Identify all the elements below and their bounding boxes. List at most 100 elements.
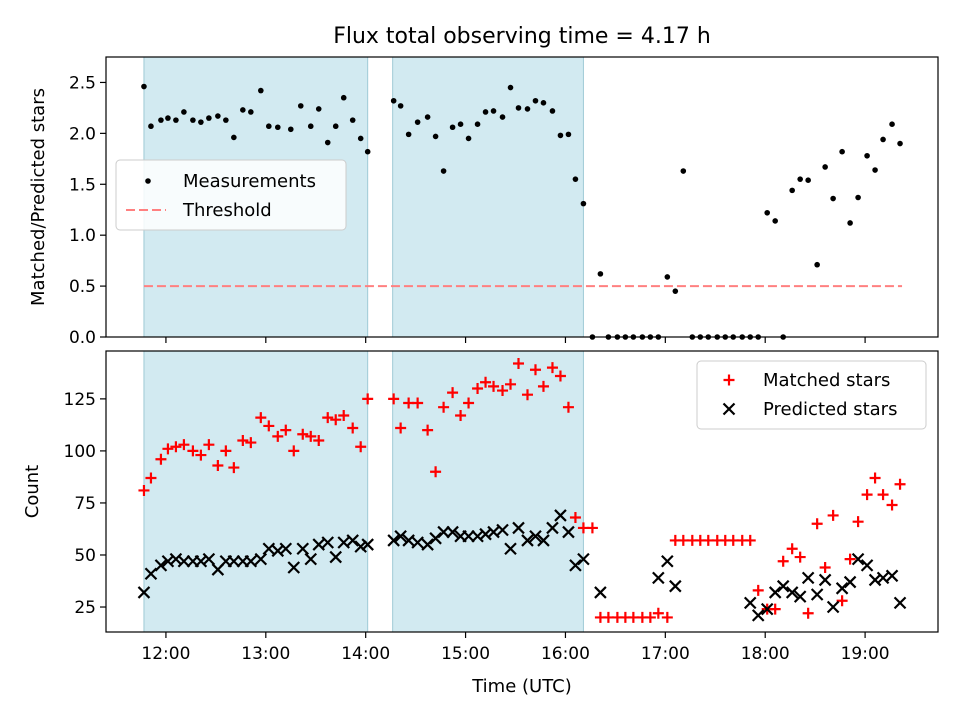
matched-star-point: [505, 378, 517, 390]
measurement-point: [266, 123, 272, 130]
predicted-star-point: [876, 571, 890, 585]
measurement-point: [830, 195, 836, 202]
matched-star-point: [170, 441, 182, 453]
matched-star-point: [263, 420, 275, 432]
matched-star-point: [455, 410, 467, 422]
predicted-star-point: [562, 525, 575, 539]
measurement-point: [474, 121, 481, 127]
bottom-plot-frame: [105, 350, 939, 633]
matched-star-point: [562, 401, 574, 413]
measurement-point: [565, 131, 572, 138]
measurement-point: [340, 94, 347, 101]
measurement-point: [432, 133, 439, 140]
matched-star-point: [228, 462, 240, 474]
measurement-point: [549, 108, 556, 114]
predicted-star-point: [661, 554, 674, 568]
matched-star-point: [145, 472, 157, 484]
measurement-point: [332, 123, 339, 130]
matched-star-point: [220, 445, 232, 457]
measurement-point: [789, 187, 795, 194]
measurement-point: [414, 119, 421, 125]
predicted-star-point: [394, 529, 407, 543]
predicted-star-point: [843, 575, 857, 589]
measurement-point: [148, 123, 154, 130]
predicted-star-point: [569, 559, 582, 572]
bottom-legend-box: [696, 360, 927, 430]
measurement-point: [524, 106, 531, 112]
measurement-point: [215, 113, 221, 119]
measurement-point: [897, 140, 903, 147]
matched-star-point: [586, 522, 598, 534]
measurement-point: [287, 126, 294, 133]
matched-star-point: [347, 422, 359, 434]
bottom-y-tick-label: 75: [74, 494, 96, 514]
top-y-tick-label: 1.0: [69, 226, 96, 246]
predicted-star-point: [487, 525, 500, 539]
predicted-star-point: [227, 554, 241, 568]
measurement-point: [855, 194, 861, 201]
legend-measurements-marker: [145, 178, 151, 184]
predicted-star-point: [496, 523, 509, 537]
matched-star-point: [569, 512, 581, 524]
predicted-star-point: [296, 542, 310, 556]
matched-star-point: [322, 412, 334, 424]
matched-star-point: [388, 393, 400, 405]
measurement-point: [672, 288, 679, 294]
predicted-star-point: [751, 609, 765, 622]
predicted-star-point: [577, 552, 590, 566]
matched-star-point: [886, 499, 898, 511]
matched-star-point: [245, 437, 257, 449]
predicted-star-point: [312, 538, 326, 551]
measurement-point: [880, 136, 886, 143]
top-y-tick-label: 2.5: [69, 73, 96, 93]
predicted-star-point: [361, 538, 374, 551]
matched-star-point: [178, 439, 190, 451]
matched-star-point: [237, 435, 249, 447]
bottom-y-tick-label: 125: [64, 390, 96, 410]
bottom-panel: 25 50 75 100 125 12:00 13:00 14:00 15:00 16:00 17…: [22, 350, 939, 697]
matched-star-point: [877, 489, 889, 501]
matched-star-point: [802, 607, 814, 619]
bottom-shaded-interval-1: [143, 350, 369, 633]
measurement-point: [405, 131, 412, 138]
predicted-star-point: [154, 559, 168, 572]
measurement-point: [889, 121, 895, 127]
measurement-point: [324, 139, 331, 146]
matched-star-point: [844, 553, 856, 565]
predicted-star-point: [818, 573, 832, 587]
x-tick-label: 15:00: [441, 644, 490, 664]
matched-star-point: [827, 509, 839, 521]
predicted-star-point: [279, 542, 293, 556]
measurement-point: [173, 117, 179, 123]
predicted-star-point: [402, 534, 415, 547]
matched-star-point: [513, 357, 525, 369]
measurement-point: [165, 115, 171, 121]
measurement-point: [248, 109, 254, 115]
matched-star-point: [255, 412, 267, 424]
matched-star-point: [661, 611, 673, 623]
matched-star-point: [794, 551, 806, 563]
matched-star-point: [819, 561, 831, 573]
chart-title: Flux total observing time = 4.17 h: [333, 24, 711, 49]
matched-star-point: [644, 611, 656, 623]
matched-star-point: [769, 603, 781, 615]
legend-matched-label: Matched stars: [763, 370, 890, 391]
measurement-point: [499, 114, 506, 120]
predicted-star-point: [793, 590, 807, 603]
matched-star-point: [155, 453, 167, 465]
measurement-point: [680, 168, 687, 174]
matched-star-point: [280, 424, 292, 436]
measurement-point: [572, 176, 579, 182]
predicted-star-point: [262, 542, 276, 556]
matched-star-point: [412, 397, 424, 409]
measurement-point: [490, 108, 497, 114]
measurement-point: [141, 83, 147, 90]
measurement-point: [864, 152, 870, 159]
predicted-star-point: [554, 509, 567, 522]
measurement-point: [424, 114, 431, 120]
matched-star-point: [786, 543, 798, 555]
predicted-star-point: [801, 571, 815, 585]
top-shaded-interval-2: [392, 56, 584, 338]
matched-star-point: [752, 584, 764, 596]
predicted-star-point: [826, 600, 840, 614]
